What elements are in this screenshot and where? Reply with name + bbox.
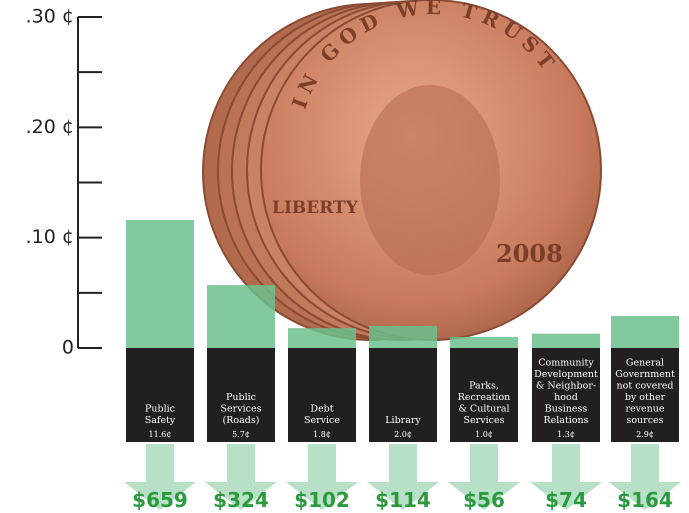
amount-label: $56 [463,488,505,512]
bar [369,326,437,348]
category-label: hood [554,392,578,403]
category-label: Community [538,358,594,369]
category-label: (Roads) [223,415,260,426]
label-box [369,348,437,442]
label-box [126,348,194,442]
value-label: 11.6¢ [149,430,172,439]
category-label: Relations [543,415,588,426]
amount-label: $324 [213,488,269,512]
category-label: Safety [145,415,176,426]
y-tick-label: .30 ¢ [26,6,74,28]
bar [126,220,194,348]
label-box [288,348,356,442]
value-label: 2.0¢ [394,430,412,439]
bar [450,337,518,348]
bar [288,328,356,348]
category-label: & Cultural [458,404,509,415]
category-label: Parks, [469,381,499,392]
category-label: not covered [617,381,674,392]
amount-label: $114 [375,488,431,512]
bar [207,285,275,348]
amount-label: $74 [545,488,587,512]
category-label: & Neighbor- [536,381,596,392]
category-label: Government [615,369,675,380]
category-label: Public [226,392,256,403]
amount-label: $164 [617,488,673,512]
category-label: Public [145,404,175,415]
value-label: 1.8¢ [313,430,331,439]
y-tick-label: 0 [62,337,74,359]
portrait [360,85,500,275]
category-label: Recreation [458,392,511,403]
value-label: 5.7¢ [232,430,250,439]
category-label: Services [221,404,262,415]
category-label: sources [626,415,663,426]
amount-label: $659 [132,488,188,512]
penny-year: 2008 [496,239,563,268]
category-label: Services [464,415,505,426]
category-label: Debt [310,404,333,415]
value-label: 1.0¢ [475,430,493,439]
y-tick-label: .20 ¢ [26,116,74,138]
bar [611,316,679,348]
category-label: Business [545,404,588,415]
category-label: by other [625,392,666,403]
category-label: Service [304,415,340,426]
category-label: Development [534,369,598,380]
amount-label: $102 [294,488,350,512]
category-label: General [626,358,664,369]
bar [532,334,600,348]
category-label: revenue [625,404,664,415]
penny-liberty: LIBERTY [272,198,359,218]
y-tick-label: .10 ¢ [26,226,74,248]
chart: IN GOD WE TRUST LIBERTY 2008 0.10 ¢.20 ¢… [0,0,689,513]
category-label: Library [385,415,421,426]
value-label: 1.3¢ [557,430,575,439]
value-label: 2.9¢ [636,430,654,439]
